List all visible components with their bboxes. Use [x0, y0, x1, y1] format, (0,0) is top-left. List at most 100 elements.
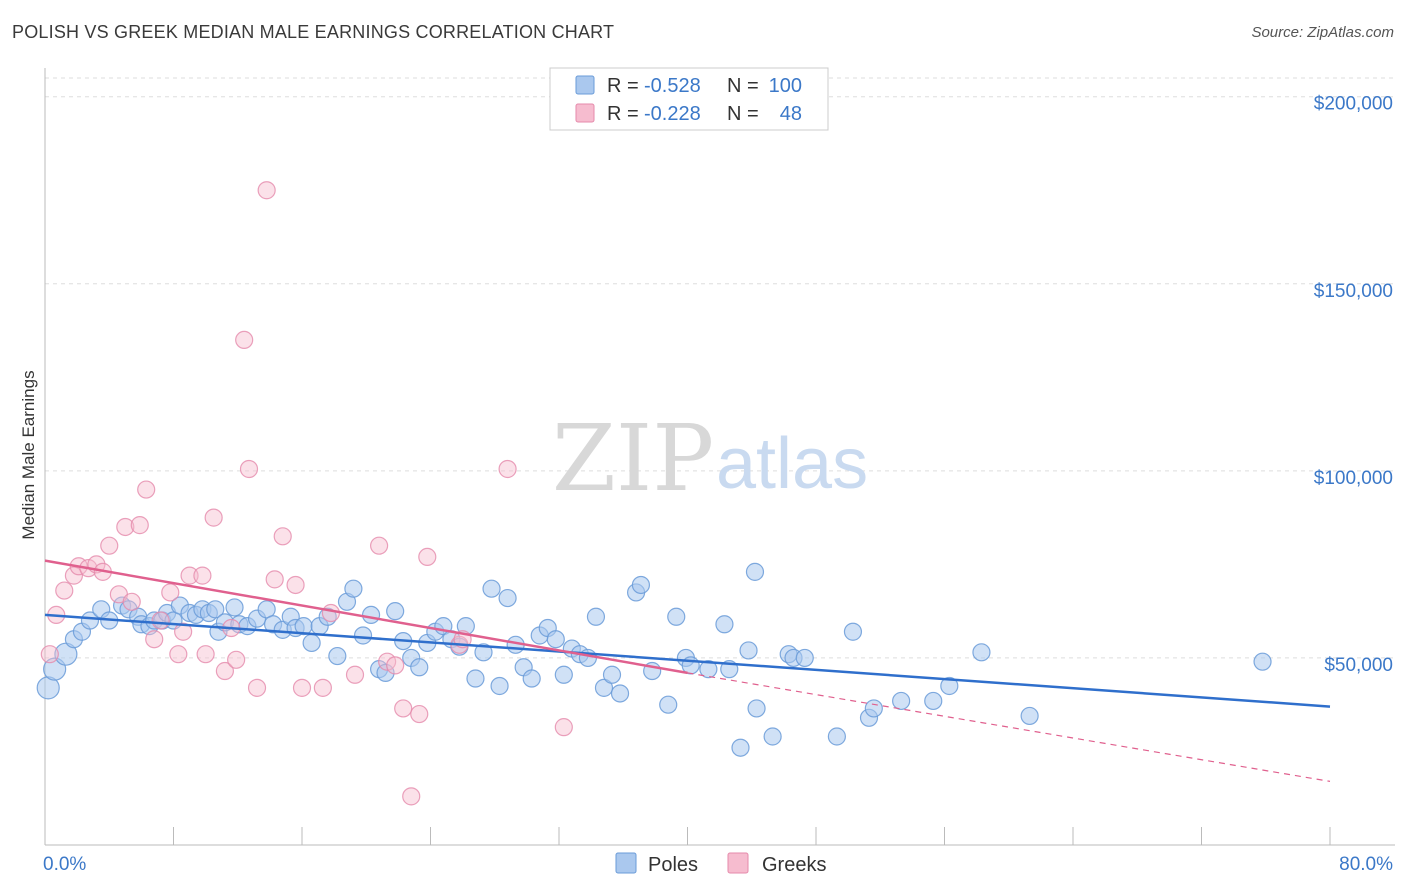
data-point-poles — [940, 676, 959, 696]
data-point-greeks — [169, 645, 188, 664]
data-point-poles — [206, 600, 225, 619]
data-point-greeks — [313, 678, 332, 697]
legend-bottom-label-poles: Poles — [648, 854, 698, 876]
data-point-greeks — [286, 575, 305, 595]
data-point-greeks — [40, 645, 59, 664]
data-point-greeks — [100, 536, 119, 555]
data-point-greeks — [239, 459, 259, 479]
chart-title: POLISH VS GREEK MEDIAN MALE EARNINGS COR… — [12, 22, 615, 42]
data-point-poles — [594, 678, 614, 697]
y-axis-label: Median Male Earnings — [19, 370, 38, 539]
data-point-poles — [361, 605, 381, 625]
legend-r-value-greeks: -0.228 — [644, 103, 701, 125]
legend-top: R = -0.528 N = 100 R = -0.228 N = 48 — [549, 67, 829, 131]
data-point-poles — [302, 633, 321, 653]
data-point-greeks — [145, 630, 164, 649]
data-point-poles — [474, 643, 493, 662]
trend-line-poles — [44, 613, 1331, 708]
data-point-poles — [586, 607, 606, 626]
y-tick-label: $50,000 — [1324, 655, 1393, 676]
data-point-poles — [747, 699, 766, 718]
data-point-greeks — [498, 459, 517, 479]
data-point-poles — [344, 579, 363, 598]
trend-line-greeks-extension — [687, 672, 1331, 782]
data-point-greeks — [180, 566, 199, 585]
legend-r-label-greeks: R = — [607, 103, 639, 125]
data-point-poles — [631, 575, 651, 595]
data-point-greeks — [257, 181, 276, 200]
data-point-poles — [763, 727, 782, 746]
data-point-greeks — [204, 508, 223, 527]
data-point-greeks — [273, 527, 292, 546]
watermark-zip: ZIP — [552, 405, 714, 512]
data-point-greeks — [64, 566, 84, 585]
series-greeks — [40, 181, 573, 806]
y-tick-label: $200,000 — [1314, 94, 1393, 115]
data-point-greeks — [215, 661, 234, 681]
data-point-greeks — [193, 566, 212, 585]
data-point-poles — [892, 691, 911, 711]
data-point-greeks — [161, 583, 180, 602]
gridlines — [45, 77, 1395, 659]
data-point-greeks — [410, 704, 429, 724]
data-point-greeks — [235, 330, 254, 350]
data-point-poles — [546, 630, 565, 649]
data-point-greeks — [130, 516, 149, 535]
legend-n-label-greeks: N = — [727, 103, 759, 125]
data-point-poles — [554, 665, 573, 684]
x-tick-label-max: 80.0% — [1339, 854, 1393, 875]
source-label: Source: ZipAtlas.com — [1251, 24, 1394, 41]
data-point-greeks — [386, 656, 405, 675]
data-point-poles — [715, 615, 734, 634]
data-point-poles — [745, 562, 765, 581]
data-point-poles — [353, 626, 373, 645]
data-point-greeks — [227, 650, 246, 669]
data-point-poles — [386, 602, 405, 621]
data-point-poles — [466, 669, 485, 688]
data-point-greeks — [292, 678, 312, 697]
data-point-poles — [602, 665, 622, 684]
data-point-poles — [827, 727, 846, 746]
data-point-greeks — [370, 536, 389, 555]
data-point-poles — [659, 695, 678, 714]
data-point-poles — [257, 600, 276, 619]
y-tick-label: $100,000 — [1314, 468, 1393, 489]
data-point-greeks — [116, 517, 135, 537]
data-point-poles — [1253, 652, 1272, 671]
data-point-poles — [667, 607, 686, 626]
legend-n-value-greeks: 48 — [780, 103, 802, 125]
data-point-poles — [739, 641, 758, 660]
data-point-poles — [843, 622, 863, 641]
data-point-poles — [80, 611, 100, 630]
data-point-greeks — [321, 603, 341, 623]
data-point-greeks — [55, 581, 74, 600]
data-point-greeks — [418, 547, 437, 567]
data-point-greeks — [196, 645, 215, 664]
data-point-greeks — [554, 718, 573, 737]
trend-lines — [44, 559, 1331, 782]
legend-bottom: Poles Greeks — [615, 852, 826, 876]
data-point-poles — [864, 699, 883, 718]
data-point-poles — [699, 660, 718, 679]
legend-swatch-poles — [575, 75, 595, 95]
legend-n-value-poles: 100 — [769, 75, 802, 97]
y-tick-label: $150,000 — [1314, 281, 1393, 302]
data-point-poles — [522, 669, 541, 688]
x-tick-label-min: 0.0% — [43, 854, 86, 875]
data-point-poles — [795, 648, 814, 668]
data-point-poles — [731, 738, 750, 757]
legend-bottom-label-greeks: Greeks — [762, 854, 826, 876]
data-point-poles — [225, 598, 244, 617]
data-point-poles — [924, 691, 943, 711]
data-point-greeks — [151, 611, 170, 630]
data-point-greeks — [265, 570, 284, 589]
legend-bottom-swatch-greeks — [727, 852, 749, 874]
data-point-greeks — [122, 592, 141, 611]
data-point-poles — [328, 646, 347, 666]
legend-r-value-poles: -0.528 — [644, 75, 701, 97]
axes — [44, 68, 1395, 846]
data-point-poles — [482, 579, 501, 598]
legend-bottom-swatch-poles — [615, 852, 637, 874]
data-point-greeks — [174, 622, 193, 641]
